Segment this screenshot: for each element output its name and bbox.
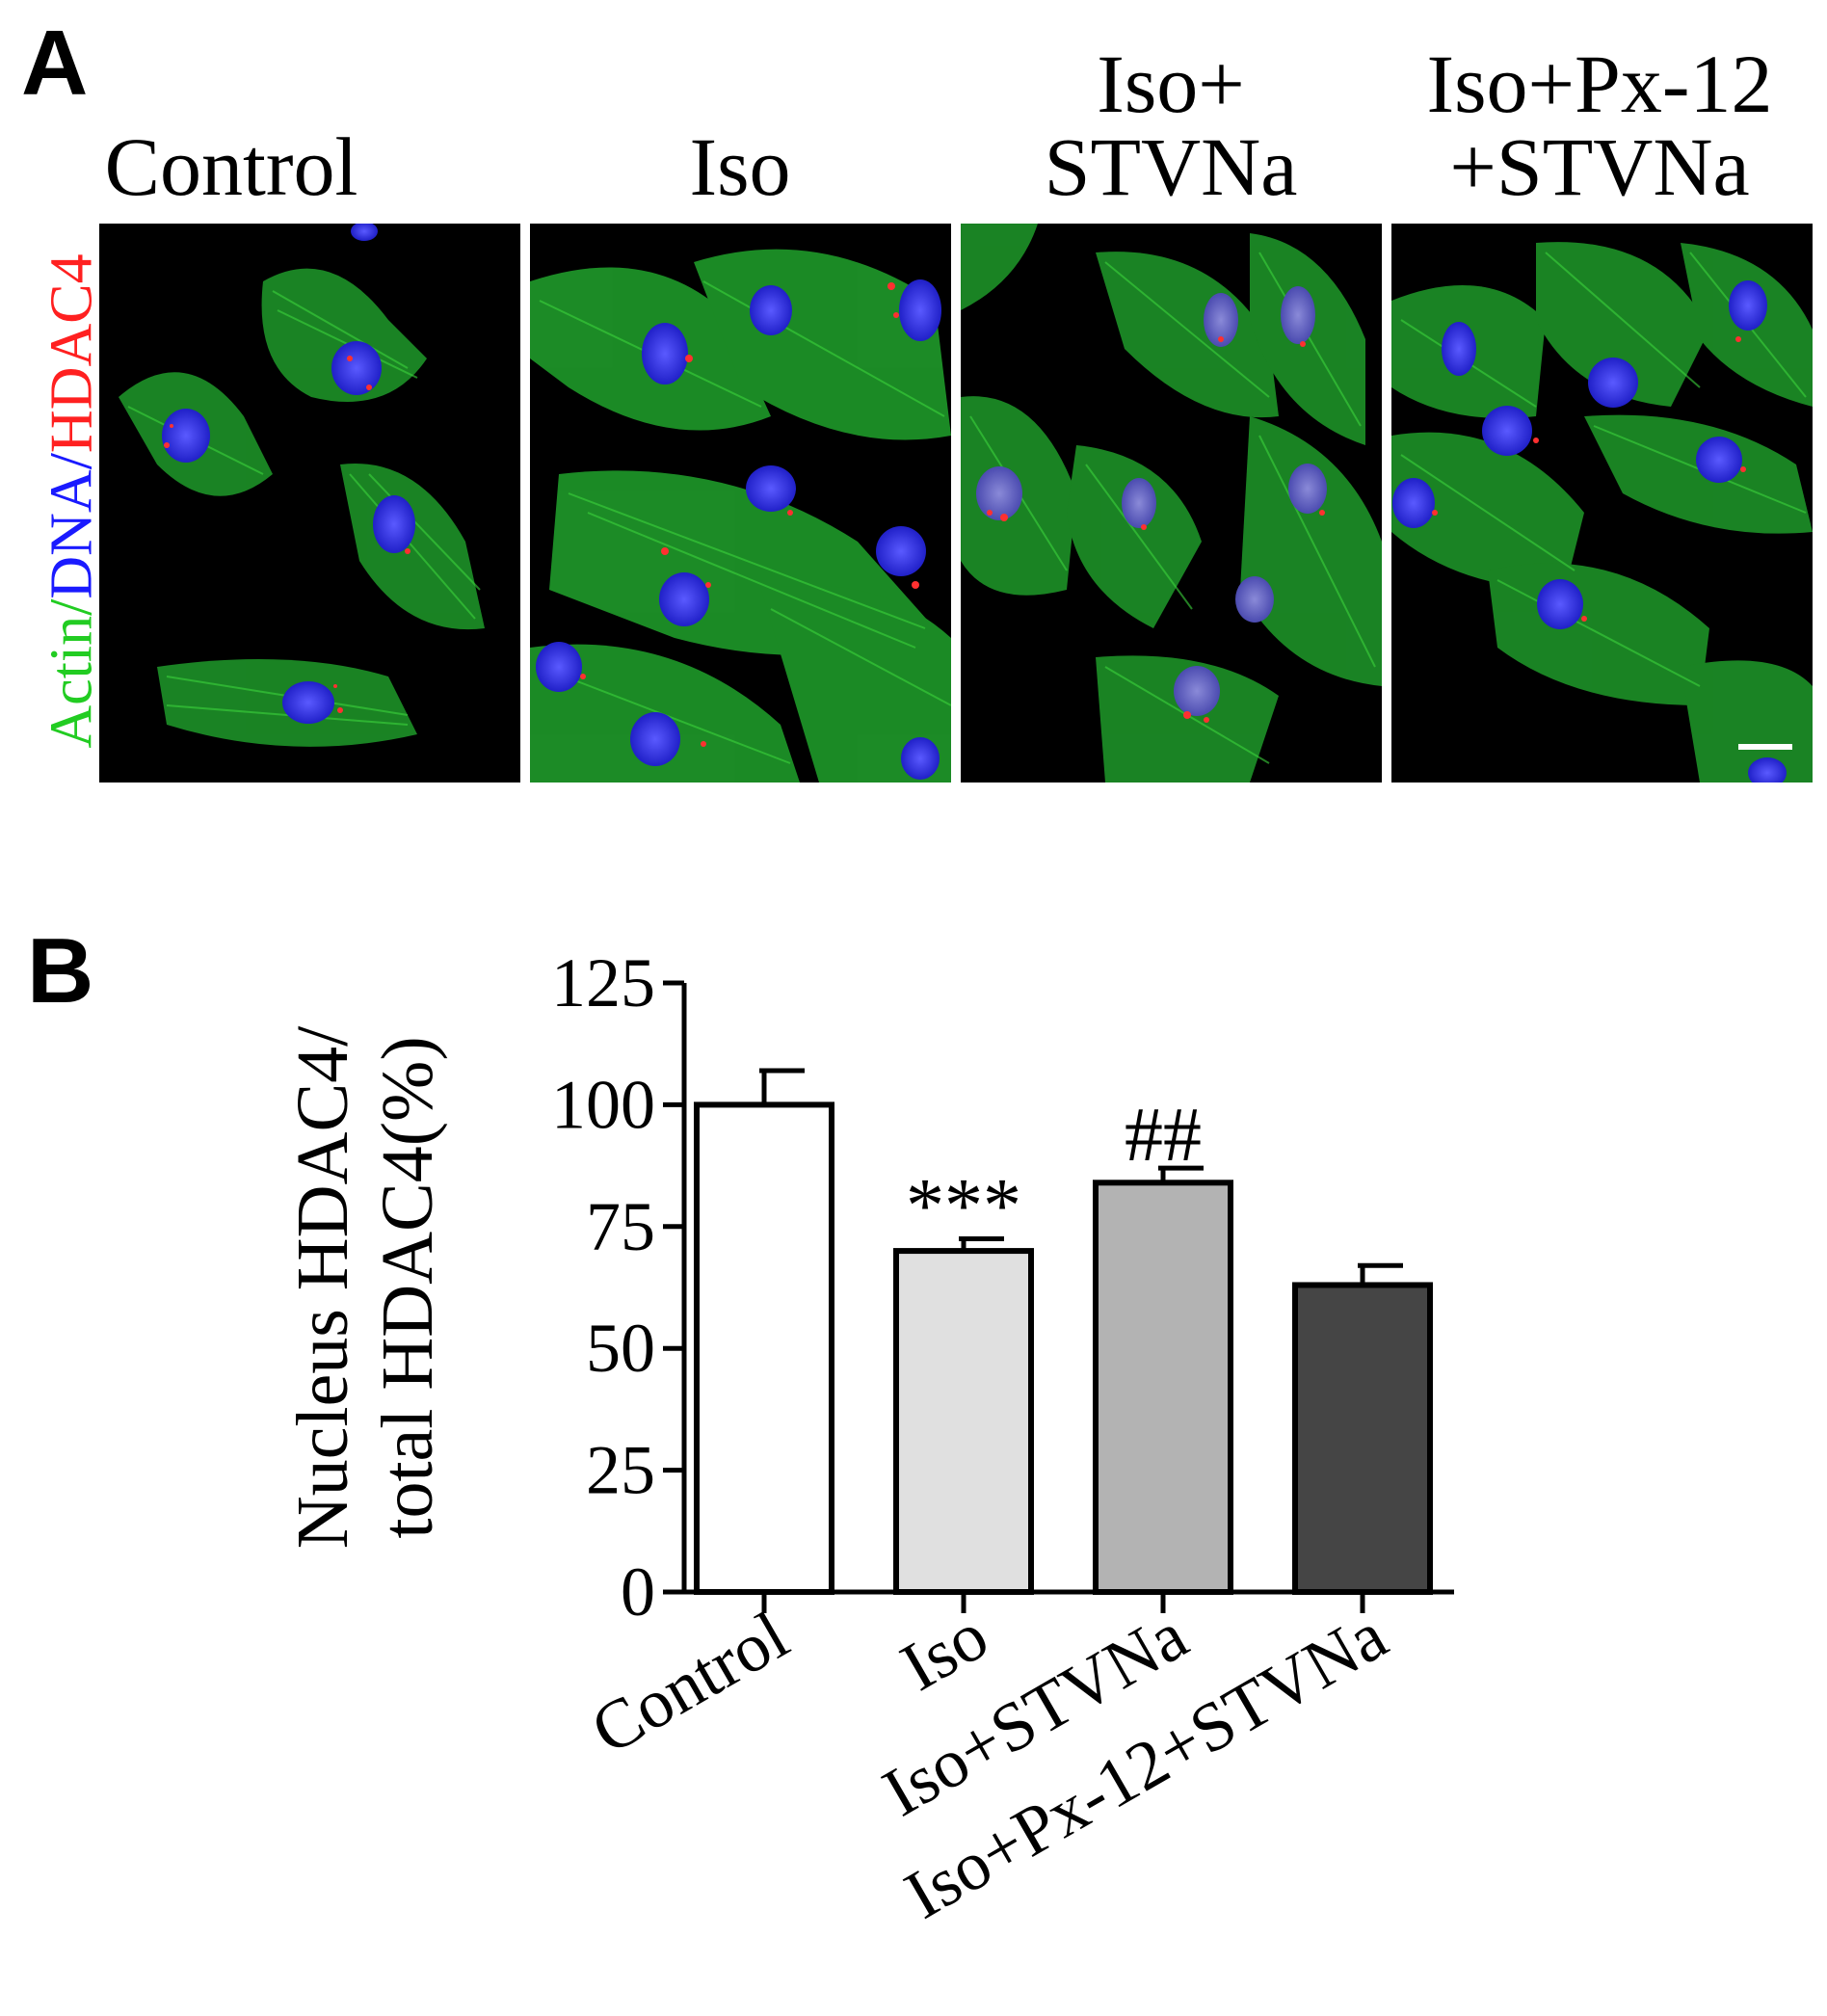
- stain-actin: Actin: [39, 615, 105, 749]
- x-tick-label: Control: [578, 1597, 801, 1769]
- significance-annotation: ***: [906, 1163, 1021, 1248]
- y-axis-title-line: Nucleus HDAC4/: [282, 1025, 363, 1549]
- micrograph-iso-px12-stvna: [1391, 224, 1813, 783]
- condition-label-iso-px12-stvna: Iso+Px-12 +STVNa: [1388, 42, 1812, 208]
- y-axis-title: Nucleus HDAC4/total HDAC4(%): [282, 1025, 448, 1549]
- y-axis-title-line: total HDAC4(%): [367, 1036, 448, 1538]
- panel-a-letter: A: [21, 12, 89, 115]
- stain-separator: /: [39, 453, 105, 470]
- bar-chart: 0255075100125Control***Iso##Iso+STVNaIso…: [282, 944, 1454, 1933]
- micrograph-control: [99, 224, 520, 783]
- y-tick-label: 50: [586, 1310, 655, 1387]
- stain-dna: DNA: [39, 469, 105, 599]
- micrograph-iso-stvna-image: [961, 224, 1382, 783]
- scale-bar: [1738, 744, 1792, 750]
- significance-annotation: ##: [1125, 1093, 1202, 1178]
- condition-label-line: +STVNa: [1449, 120, 1750, 213]
- micrograph-iso-stvna: [961, 224, 1382, 783]
- condition-label-line: Iso+Px-12: [1426, 38, 1773, 130]
- micrograph-control-image: [119, 224, 485, 747]
- bar-0: [694, 1101, 834, 1595]
- micrograph-iso-image: [530, 249, 951, 783]
- condition-label-line: Control: [104, 120, 358, 213]
- condition-label-control: Control: [19, 125, 443, 208]
- condition-label-line: Iso+: [1097, 38, 1245, 130]
- y-tick-label: 25: [586, 1432, 655, 1509]
- bar-2: [1093, 1180, 1233, 1595]
- y-tick-label: 0: [621, 1553, 655, 1631]
- bar-1: [893, 1248, 1034, 1595]
- y-tick-label: 125: [551, 944, 655, 1021]
- y-tick-label: 75: [586, 1188, 655, 1265]
- condition-label-iso: Iso: [528, 125, 952, 208]
- stain-hdac4: HDAC4: [39, 253, 105, 454]
- micrograph-iso-px12-stvna-image: [1391, 242, 1813, 783]
- micrograph-iso: [530, 224, 951, 783]
- stain-separator: /: [39, 598, 105, 616]
- condition-label-line: Iso: [689, 120, 791, 213]
- panel-b-letter: B: [27, 919, 94, 1022]
- stain-legend-label: Actin/DNA/HDAC4: [39, 253, 107, 748]
- y-tick-label: 100: [551, 1066, 655, 1143]
- condition-label-iso-stvna: Iso+ STVNa: [959, 42, 1383, 208]
- condition-label-line: STVNa: [1044, 120, 1298, 213]
- bar-3: [1292, 1282, 1433, 1595]
- x-tick-label: Iso: [888, 1597, 1000, 1706]
